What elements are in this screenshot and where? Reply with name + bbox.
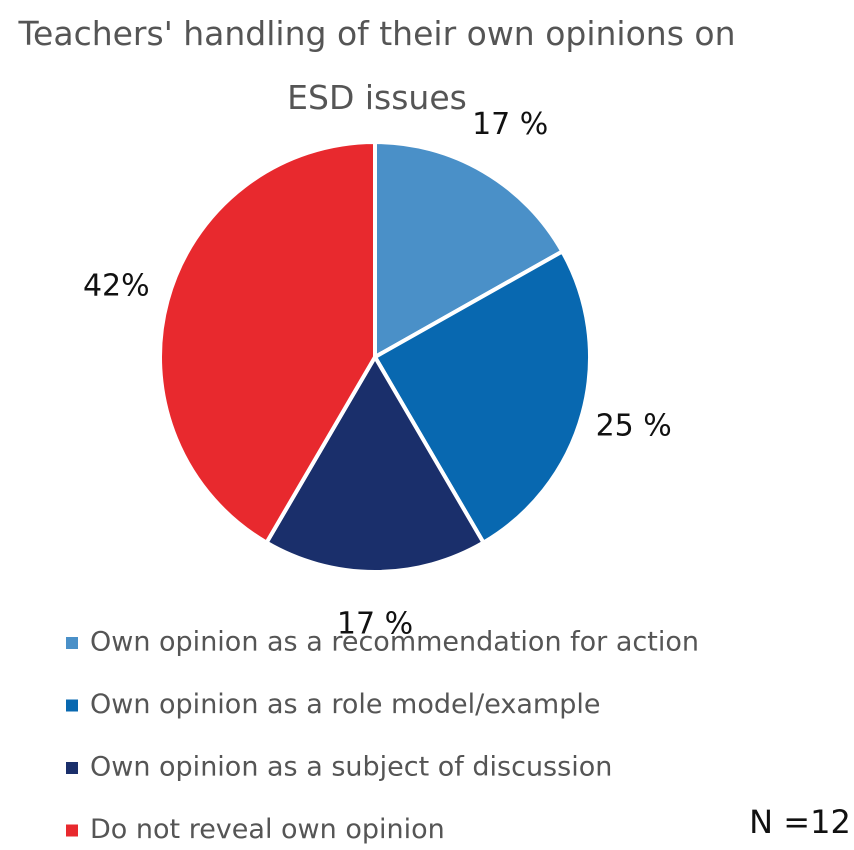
- legend-label: Do not reveal own opinion: [90, 814, 445, 845]
- legend-swatch: [66, 762, 78, 774]
- data-label: 42%: [83, 268, 150, 303]
- data-label: 17 %: [337, 607, 413, 642]
- legend-swatch: [66, 637, 78, 649]
- annotation: N =12: [749, 803, 851, 841]
- data-label: 25 %: [596, 409, 672, 444]
- legend-swatch: [66, 699, 78, 712]
- legend-label: Own opinion as a subject of discussion: [90, 752, 612, 783]
- data-label: 17 %: [472, 107, 548, 142]
- pie-slice: [263, 353, 487, 574]
- pie-slice: [158, 139, 377, 546]
- pie-slice: [372, 248, 592, 546]
- pie-slice: [373, 139, 566, 361]
- chart-title: Teachers' handling of their own opinions…: [18, 14, 736, 117]
- legend-label: Own opinion as a recommendation for acti…: [90, 627, 699, 658]
- legend-swatch: [66, 824, 78, 837]
- legend-label: Own opinion as a role model/example: [90, 689, 600, 720]
